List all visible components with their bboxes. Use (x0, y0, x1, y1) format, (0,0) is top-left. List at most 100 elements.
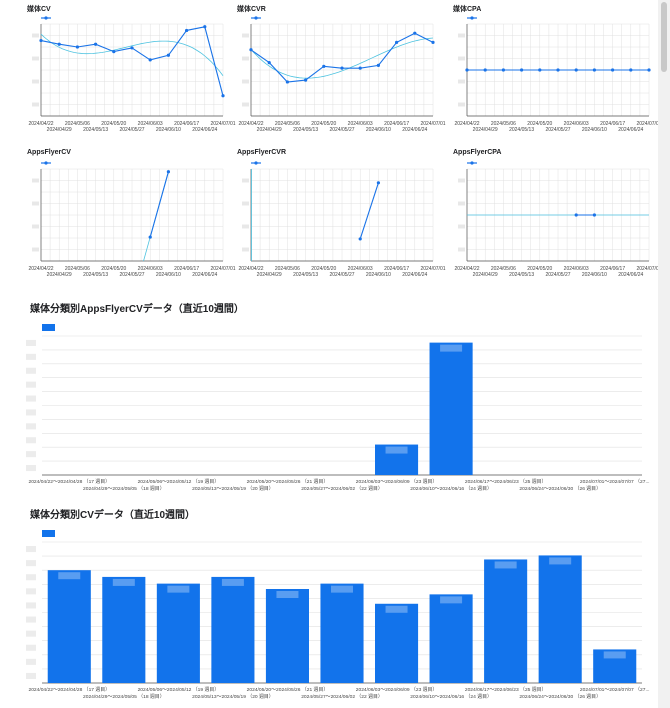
y-tick-label-redacted (458, 224, 465, 229)
x-tick-label: 2024/05/06～2024/05/12 （19 週目） (138, 478, 220, 485)
x-tick-label: 2024/06/10 (582, 127, 607, 133)
y-tick-label-redacted (242, 33, 249, 38)
y-tick-label-redacted (32, 33, 39, 38)
chart-title: 媒体CV (27, 6, 51, 13)
x-tick-label: 2024/04/29 (257, 127, 282, 133)
x-tick-label: 2024/06/17 (600, 121, 625, 127)
x-tick-label: 2024/04/22～2024/04/28 （17 週目） (28, 478, 110, 485)
x-tick-label: 2024/04/29 (47, 127, 72, 133)
y-tick-label-redacted (32, 56, 39, 61)
data-point (395, 40, 399, 45)
y-tick-label-redacted (32, 224, 39, 229)
data-point (358, 66, 362, 70)
x-tick-label: 2024/06/17 (174, 121, 199, 127)
data-point (166, 170, 170, 174)
x-tick-label: 2024/05/13～2024/05/19 （20 週目） (192, 693, 274, 700)
data-point (267, 61, 271, 65)
x-tick-label: 2024/06/24 (192, 272, 217, 278)
y-tick-label-redacted (26, 451, 36, 458)
bar (156, 583, 200, 683)
x-tick-label: 2024/05/20 (101, 121, 126, 127)
chart-svg: 2024/04/22～2024/04/28 （17 週目）2024/04/29～… (26, 530, 650, 700)
page-scrollbar[interactable] (658, 0, 670, 708)
y-tick-label-redacted (26, 395, 36, 402)
x-tick-label: 2024/05/20 (527, 266, 552, 272)
bar-data-label-redacted (167, 585, 190, 593)
x-tick-label: 2024/06/03～2024/06/09 （23 週目） (356, 478, 438, 485)
y-tick-label-redacted (26, 560, 36, 567)
trend-line (250, 37, 434, 79)
y-tick-label-redacted (242, 56, 249, 61)
y-tick-label-redacted (26, 588, 36, 595)
y-tick-label-redacted (242, 201, 249, 206)
x-tick-label: 2024/05/20 (101, 266, 126, 272)
x-tick-label: 2024/06/10 (366, 127, 391, 133)
chart-title: 媒体CPA (453, 6, 482, 13)
data-point (285, 80, 289, 84)
y-tick-label-redacted (32, 79, 39, 84)
y-tick-label-redacted (458, 33, 465, 38)
x-tick-label: 2024/05/27 (545, 272, 570, 278)
x-tick-label: 2024/05/06 (275, 266, 300, 272)
chart-cv-weekly: 媒体分類別CVデータ（直近10週間） 2024/04/22～2024/04/28… (24, 506, 652, 708)
y-tick-label-redacted (26, 630, 36, 637)
x-tick-label: 2024/04/22 (28, 121, 53, 127)
chart-title: AppsFlyerCPA (453, 149, 502, 156)
x-tick-label: 2024/04/29 (47, 272, 72, 278)
x-tick-label: 2024/06/24 (192, 127, 217, 133)
x-tick-label: 2024/04/22 (454, 266, 479, 272)
data-point (340, 66, 344, 70)
x-tick-label: 2024/07/01～2024/07/07 （27... (580, 687, 650, 693)
bar-data-label-redacted (385, 446, 408, 454)
legend-marker (470, 16, 474, 20)
chart-appsflyer-cvr: AppsFlyerCVR 2024/04/22 2024/04/29 2024/05… (237, 149, 447, 284)
chart-svg: 2024/04/222024/04/292024/05/062024/05/13… (454, 16, 662, 133)
x-tick-label: 2024/06/17～2024/06/23 （25 週目） (465, 686, 547, 693)
x-tick-label: 2024/06/03 (348, 121, 373, 127)
x-tick-label: 2024/06/10～2024/06/16 （24 週目） (410, 693, 492, 700)
y-tick-label-redacted (458, 247, 465, 252)
y-tick-label-redacted (242, 178, 249, 183)
chart-appsflyer-cv: AppsFlyerCV 2024/04/22 2024/04/29 2024/05/… (27, 149, 237, 284)
x-tick-label: 2024/04/29 (473, 127, 498, 133)
x-tick-label: 2024/07/01 (636, 121, 661, 127)
bar (47, 570, 91, 683)
legend-marker (44, 16, 48, 20)
y-tick-label-redacted (458, 102, 465, 107)
y-tick-label-redacted (26, 574, 36, 581)
data-point (629, 68, 633, 72)
bar (375, 444, 419, 475)
bar-data-label-redacted (440, 596, 463, 604)
x-tick-label: 2024/06/10 (582, 272, 607, 278)
data-point (57, 42, 61, 46)
x-tick-label: 2024/05/13 (509, 127, 534, 133)
y-tick-label-redacted (458, 201, 465, 206)
series-line (359, 182, 379, 240)
y-tick-label-redacted (26, 367, 36, 374)
y-tick-label-redacted (242, 247, 249, 252)
chart-media-cvr: 媒体CVR 2024/04/22 2024/04/29 2024/05/06 2024… (237, 4, 447, 139)
bar-data-label-redacted (494, 561, 517, 569)
x-tick-label: 2024/05/20 (527, 121, 552, 127)
x-tick-label: 2024/06/24 (402, 127, 427, 133)
x-tick-label: 2024/05/06～2024/05/12 （19 週目） (138, 686, 220, 693)
data-point (358, 237, 362, 241)
y-tick-label-redacted (242, 102, 249, 107)
x-tick-label: 2024/04/29～2024/05/05 （18 週目） (83, 485, 165, 492)
y-tick-label-redacted (32, 178, 39, 183)
chart-title: AppsFlyerCVR (237, 149, 287, 156)
x-tick-label: 2024/04/29～2024/05/05 （18 週目） (83, 693, 165, 700)
scrollbar-thumb[interactable] (661, 2, 667, 72)
legend-marker (254, 16, 258, 20)
x-tick-label: 2024/05/13～2024/05/19 （20 週目） (192, 485, 274, 492)
x-tick-label: 2024/05/13 (509, 272, 534, 278)
bar-data-label-redacted (385, 605, 408, 613)
chart-title: 媒体分類別AppsFlyerCVデータ（直近10週間） (30, 304, 244, 315)
data-point (592, 213, 596, 217)
x-tick-label: 2024/06/24～2024/06/30 （26 週目） (519, 693, 601, 700)
trend-line (40, 33, 224, 76)
x-tick-label: 2024/06/03 (138, 121, 163, 127)
data-point (556, 68, 560, 72)
x-tick-label: 2024/05/06 (275, 121, 300, 127)
data-point (538, 68, 542, 72)
